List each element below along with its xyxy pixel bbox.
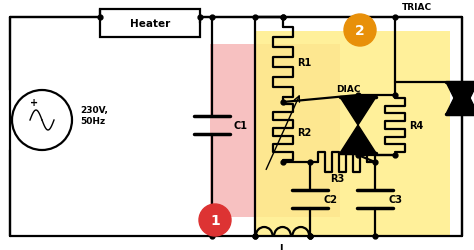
Text: R1: R1: [297, 58, 311, 68]
Bar: [255, 32, 450, 236]
Text: C3: C3: [389, 194, 403, 204]
Text: Heater: Heater: [130, 19, 170, 29]
Polygon shape: [446, 83, 474, 114]
Text: DIAC: DIAC: [336, 85, 361, 94]
Text: 2: 2: [355, 24, 365, 38]
Circle shape: [199, 204, 231, 236]
Text: L: L: [279, 243, 286, 250]
Text: 1: 1: [210, 213, 220, 227]
Text: C2: C2: [324, 194, 338, 204]
Text: C1: C1: [234, 120, 248, 130]
Text: R3: R3: [330, 173, 345, 183]
Text: R2: R2: [297, 128, 311, 138]
Polygon shape: [340, 126, 376, 154]
Polygon shape: [340, 98, 376, 126]
Text: +: +: [30, 98, 38, 108]
Bar: [210, 45, 340, 217]
Polygon shape: [446, 83, 474, 114]
Text: R4: R4: [409, 120, 423, 130]
Text: 230V,
50Hz: 230V, 50Hz: [80, 106, 108, 125]
Text: TRIAC: TRIAC: [402, 4, 432, 13]
Bar: [100, 10, 200, 38]
Circle shape: [344, 15, 376, 47]
